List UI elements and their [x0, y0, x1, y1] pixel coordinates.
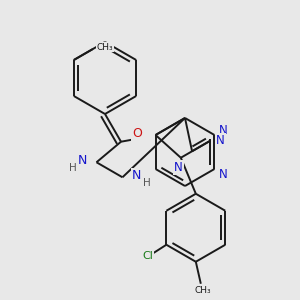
Text: N: N [132, 169, 141, 182]
Text: N: N [78, 154, 87, 167]
Text: N: N [219, 167, 227, 181]
Text: CH₃: CH₃ [97, 43, 113, 52]
Text: O: O [132, 127, 142, 140]
Text: H: H [69, 163, 76, 173]
Text: N: N [174, 161, 183, 174]
Text: N: N [216, 134, 225, 147]
Text: CH₃: CH₃ [194, 286, 211, 295]
Text: Cl: Cl [142, 251, 153, 261]
Text: H: H [142, 178, 150, 188]
Text: N: N [219, 124, 227, 136]
